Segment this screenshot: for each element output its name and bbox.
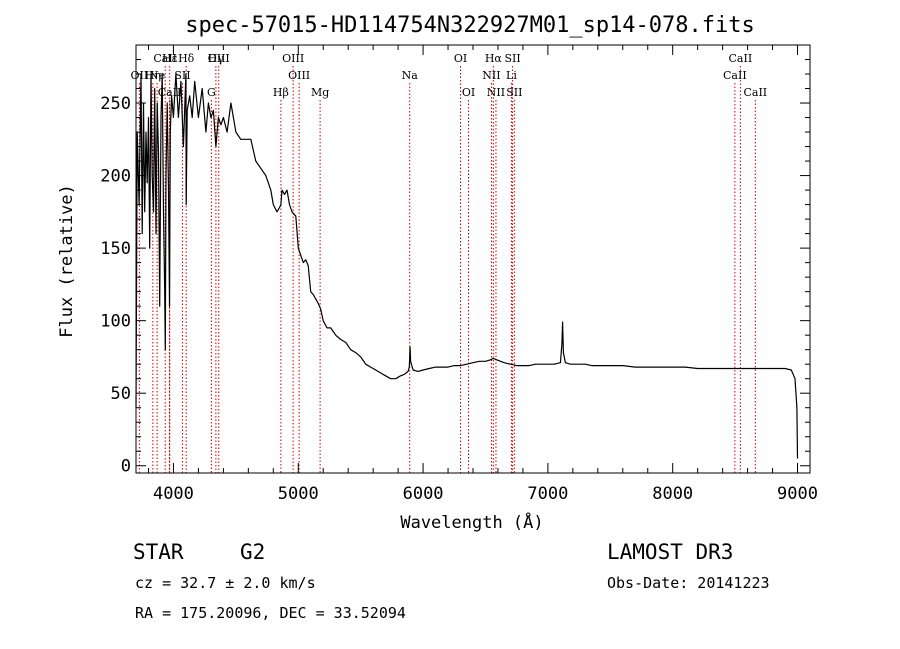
spectral-line-label: Hγ: [208, 52, 225, 65]
y-tick-label: 250: [100, 94, 131, 114]
spectral-line-label: SII: [506, 86, 522, 99]
spectral-line-label: CaII: [153, 52, 177, 65]
spectral-line-label: OII: [131, 69, 149, 82]
chart-title: spec-57015-HD114754N322927M01_sp14-078.f…: [185, 13, 755, 38]
x-axis-label: Wavelength (Å): [400, 511, 543, 533]
y-axis-label: Flux (relative): [57, 184, 77, 338]
spectral-line-label: NII: [487, 86, 505, 99]
object-class: STAR: [133, 540, 184, 564]
spectral-line-label: NII: [482, 69, 500, 82]
survey-name: LAMOST DR3: [607, 540, 734, 564]
x-tick-label: 8000: [652, 484, 693, 504]
redshift-velocity: cz = 32.7 ± 2.0 km/s: [135, 574, 316, 592]
spectral-line-label: OIII: [288, 69, 310, 82]
axes: 4000 5000 6000 7000 8000 9000 0 50 100 150 200 250: [100, 45, 818, 504]
spectral-line-label: Mg: [311, 86, 329, 99]
y-tick-label: 100: [100, 312, 131, 332]
spectrum-series: [135, 73, 799, 459]
spectral-line-label: OI: [462, 86, 475, 99]
coordinates: RA = 175.20096, DEC = 33.52094: [135, 604, 406, 622]
spectral-line-label: OI: [454, 52, 467, 65]
spectral-line-label: Ne: [149, 69, 165, 82]
spectral-line-label: Na: [402, 69, 419, 82]
plot-frame: [135, 44, 811, 474]
spectral-line-label: OIII: [208, 52, 230, 65]
spectral-line-label: SII: [504, 52, 520, 65]
spectral-line-label: CaII: [743, 86, 767, 99]
x-tick-label: 6000: [403, 484, 444, 504]
x-tick-label: 9000: [777, 484, 818, 504]
y-tick-label: 200: [100, 167, 131, 187]
x-tick-label: 5000: [278, 484, 319, 504]
x-tick-label: 4000: [153, 484, 194, 504]
x-tick-label: 7000: [527, 484, 568, 504]
spectral-line-label: CaII: [723, 69, 747, 82]
spectral-line-label: Hε: [162, 52, 178, 65]
object-subclass: G2: [240, 540, 266, 564]
spectrum-line: [135, 73, 799, 459]
spectral-line-label: Hβ: [273, 86, 289, 99]
spectral-line-label: Hα: [485, 52, 503, 65]
spectral-line-label: G: [207, 86, 216, 99]
spectral-line-label: CaII: [729, 52, 753, 65]
spectral-line-label: Hη: [145, 69, 161, 82]
y-tick-label: 150: [100, 239, 131, 259]
y-tick-label: 50: [111, 384, 131, 404]
spectral-line-label: OIII: [282, 52, 304, 65]
spectral-line-label: Hδ: [178, 52, 195, 65]
observation-date: Obs-Date: 20141223: [607, 574, 770, 592]
spectral-line-label: Li: [506, 69, 517, 82]
y-tick-label: 0: [121, 457, 131, 477]
